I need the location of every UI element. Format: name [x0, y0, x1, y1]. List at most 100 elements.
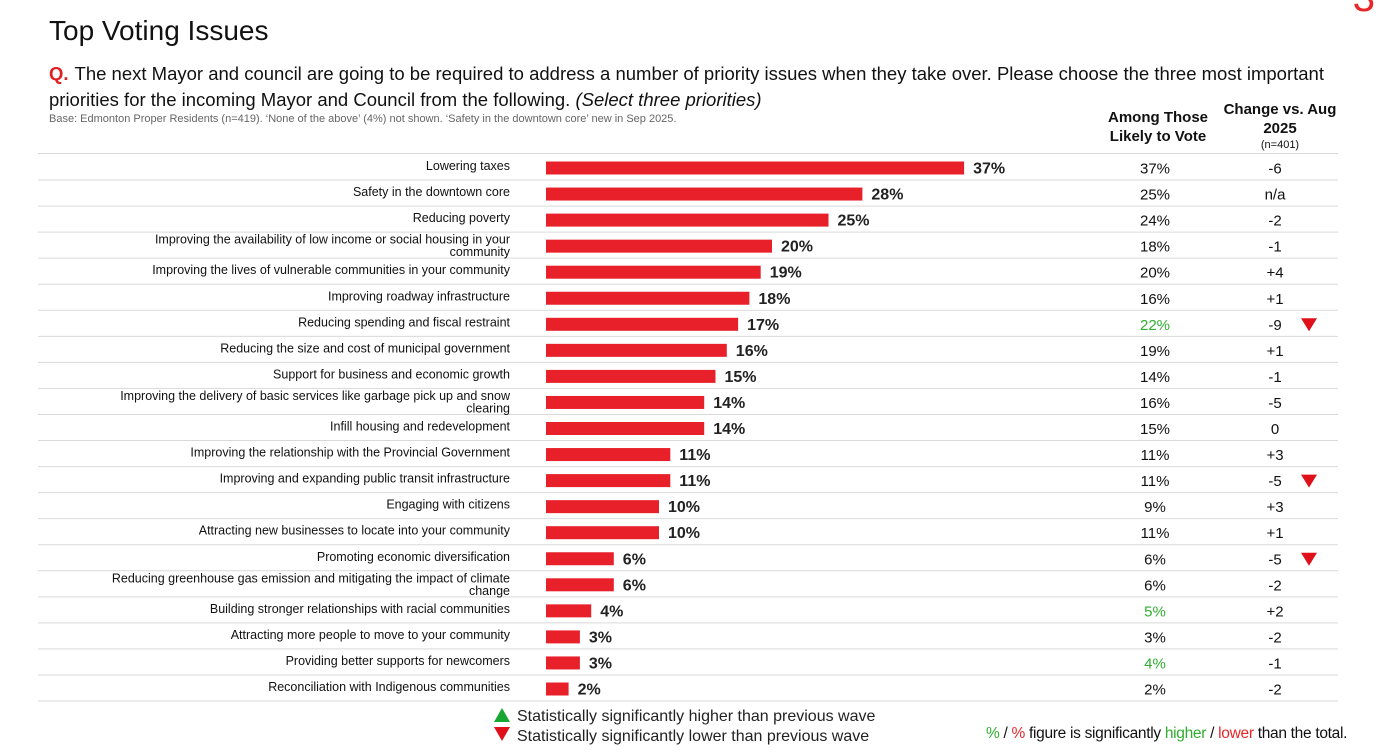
likely-to-vote-value: 14%: [1140, 369, 1170, 386]
category-label: Lowering taxes: [426, 159, 510, 173]
data-label: 14%: [713, 395, 745, 412]
question-body: The next Mayor and council are going to …: [49, 63, 1324, 110]
category-label: Attracting new businesses to locate into…: [199, 524, 511, 538]
page-number: 3: [1353, 0, 1375, 18]
category-label: Support for business and economic growth: [273, 367, 510, 381]
change-value: n/a: [1265, 187, 1287, 204]
data-label: 28%: [871, 187, 903, 204]
category-label-line-1: Improving the delivery of basic services…: [120, 389, 511, 403]
likely-to-vote-value: 4%: [1144, 655, 1166, 672]
change-value: +4: [1266, 265, 1283, 282]
data-label: 37%: [973, 161, 1005, 178]
likely-to-vote-value: 6%: [1144, 577, 1166, 594]
likely-to-vote-value: 20%: [1140, 265, 1170, 282]
question-prefix: Q.: [49, 63, 69, 84]
data-label: 2%: [578, 682, 601, 699]
data-label: 11%: [679, 447, 710, 464]
change-value: -1: [1268, 655, 1281, 672]
data-label: 15%: [725, 369, 757, 386]
data-label: 10%: [668, 525, 700, 542]
data-label: 25%: [838, 213, 870, 230]
likely-to-vote-value: 37%: [1140, 161, 1170, 178]
change-value: -1: [1268, 369, 1281, 386]
data-label: 18%: [758, 291, 790, 308]
category-label: Reducing spending and fiscal restraint: [298, 315, 510, 329]
likely-to-vote-value: 5%: [1144, 603, 1166, 620]
triangle-up-icon: [494, 708, 510, 722]
bar: [546, 265, 761, 279]
data-label: 11%: [679, 473, 710, 490]
category-label: Reducing greenhouse gas emission and mit…: [112, 571, 510, 598]
likely-to-vote-value: 24%: [1140, 213, 1170, 230]
change-value: +2: [1266, 603, 1283, 620]
footnote-pct-red: %: [1011, 725, 1026, 742]
significance-down-icon: [1301, 474, 1317, 488]
category-label-line-1: Reducing greenhouse gas emission and mit…: [112, 571, 510, 585]
change-value: -5: [1268, 473, 1281, 490]
data-label: 10%: [668, 499, 700, 516]
change-header-label: Change vs. Aug 2025: [1223, 101, 1337, 137]
bar: [546, 395, 705, 409]
footnote-mid: figure is significantly: [1025, 725, 1165, 742]
change-value: +1: [1266, 291, 1283, 308]
question-instruction: (Select three priorities): [575, 89, 762, 110]
change-value: +1: [1266, 343, 1283, 360]
change-value: 0: [1271, 421, 1279, 438]
footnote-slash-2: /: [1206, 725, 1219, 742]
change-value: +3: [1266, 499, 1283, 516]
data-label: 3%: [589, 655, 612, 672]
category-label: Improving the lives of vulnerable commun…: [152, 263, 511, 277]
legend-higher-label: Statistically significantly higher than …: [517, 708, 876, 725]
category-label: Improving the relationship with the Prov…: [190, 446, 510, 460]
data-label: 6%: [623, 577, 646, 594]
change-value: -9: [1268, 317, 1281, 334]
question-text: Q. The next Mayor and council are going t…: [49, 61, 1384, 113]
likely-to-vote-value: 18%: [1140, 239, 1170, 256]
bar: [546, 213, 829, 227]
likely-to-vote-header: Among Those Likely to Vote: [1108, 109, 1208, 145]
category-label-line-2: change: [469, 584, 510, 598]
bar: [546, 187, 863, 201]
bar: [546, 422, 705, 435]
category-label: Building stronger relationships with rac…: [210, 602, 510, 616]
bar: [546, 317, 739, 331]
change-value: -2: [1268, 577, 1281, 594]
data-label: 6%: [623, 551, 646, 568]
category-label-line-2: community: [450, 245, 511, 259]
category-label: Engaging with citizens: [386, 498, 510, 512]
likely-to-vote-value: 3%: [1144, 629, 1166, 646]
bar: [546, 578, 614, 592]
likely-to-vote-value: 16%: [1140, 395, 1170, 412]
category-label: Improving the delivery of basic services…: [120, 389, 511, 416]
data-label: 17%: [747, 317, 779, 334]
category-label-line-1: Improving the availability of low income…: [155, 233, 510, 247]
category-label: Reconciliation with Indigenous communiti…: [268, 680, 510, 694]
bar: [546, 448, 671, 462]
bar: [546, 474, 671, 488]
likely-to-vote-value: 2%: [1144, 682, 1166, 699]
footnote-slash: /: [999, 725, 1012, 742]
change-header: Change vs. Aug 2025 (n=401): [1222, 100, 1338, 152]
footnote-lower: lower: [1218, 725, 1254, 742]
category-label-line-2: clearing: [466, 401, 510, 415]
category-label: Infill housing and redevelopment: [330, 420, 511, 434]
data-label: 3%: [589, 629, 612, 646]
change-value: -2: [1268, 682, 1281, 699]
bar: [546, 526, 659, 540]
bar: [546, 552, 614, 566]
data-label: 14%: [713, 421, 745, 438]
significance-down-icon: [1301, 552, 1317, 566]
data-label: 19%: [770, 265, 802, 282]
category-label: Providing better supports for newcomers: [286, 654, 510, 668]
change-value: -6: [1268, 161, 1281, 178]
change-value: +1: [1266, 525, 1283, 542]
legend-lower: Statistically significantly lower than p…: [494, 727, 869, 747]
likely-to-vote-value: 15%: [1140, 421, 1170, 438]
bar: [546, 239, 772, 253]
likely-to-vote-value: 22%: [1140, 317, 1170, 334]
page-title: Top Voting Issues: [49, 15, 269, 46]
change-value: -2: [1268, 213, 1281, 230]
change-value: -5: [1268, 551, 1281, 568]
category-label: Improving and expanding public transit i…: [220, 472, 510, 486]
